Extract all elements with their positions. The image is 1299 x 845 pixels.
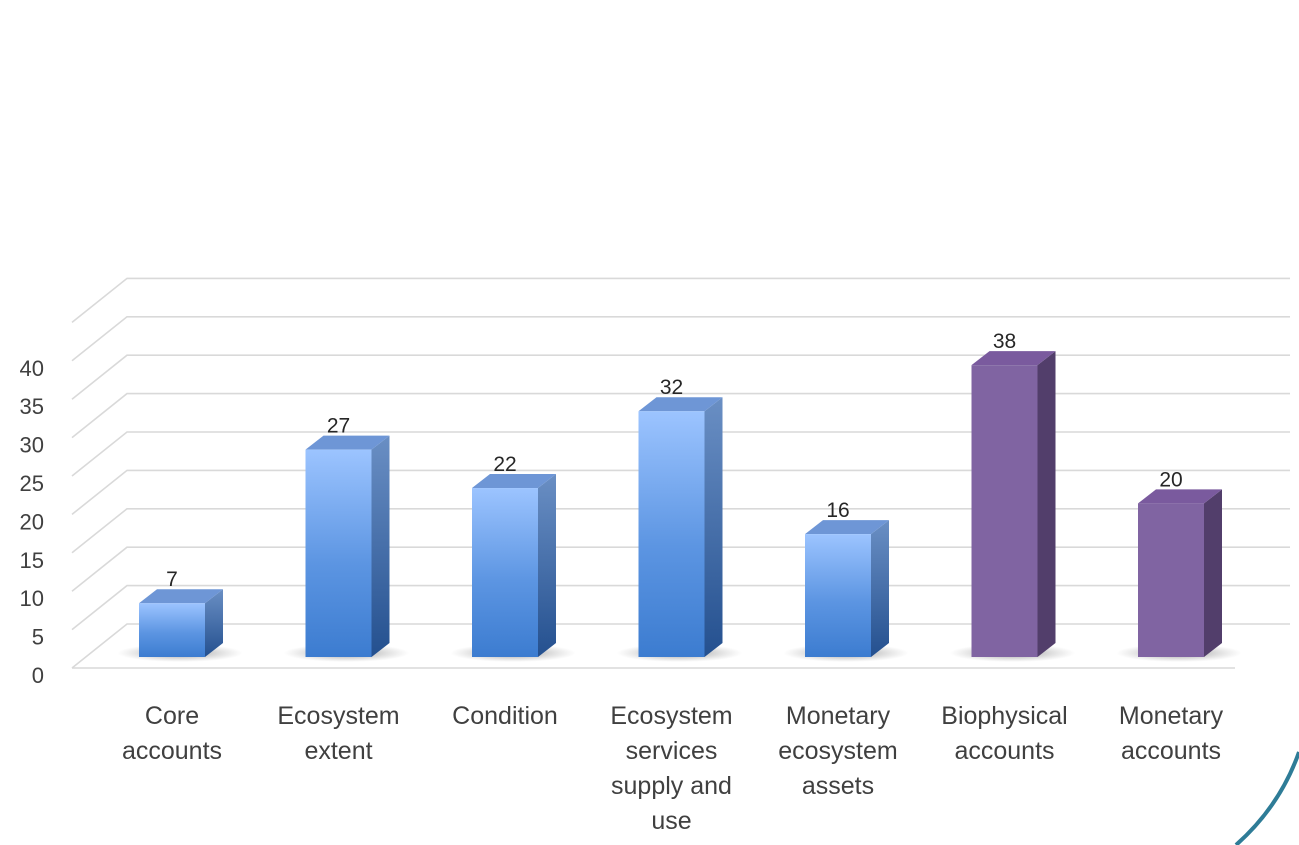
decorative-arc	[1234, 751, 1299, 845]
y-tick-label: 10	[20, 586, 44, 611]
gridline	[71, 392, 1290, 439]
bar-side	[871, 520, 889, 657]
y-tick-label: 5	[32, 625, 44, 650]
bar-side	[205, 589, 223, 657]
y-axis: 0 5 10 15 20 25 30 35 40	[20, 356, 44, 688]
floor-gridline	[71, 623, 1290, 669]
bar-front	[472, 488, 538, 657]
bar-front	[971, 365, 1038, 657]
bar-side	[538, 474, 556, 657]
bar-side	[1204, 489, 1222, 657]
bar-top	[805, 520, 889, 535]
gridline	[71, 584, 1290, 631]
bar	[283, 435, 410, 662]
gridline	[71, 508, 1290, 554]
data-label: 22	[493, 453, 516, 476]
bar	[1116, 489, 1242, 662]
bar	[783, 520, 909, 662]
y-tick-label: 30	[20, 433, 44, 458]
y-tick-label: 15	[20, 548, 44, 573]
bar	[117, 589, 243, 662]
bar-side	[371, 435, 390, 657]
category-label: Biophysical accounts	[941, 702, 1067, 765]
bar-front	[305, 449, 372, 657]
gridline	[71, 354, 1290, 400]
data-label: 27	[327, 415, 350, 438]
gridline	[71, 469, 1290, 516]
category-label: Monetary accounts	[1119, 702, 1224, 765]
bar-front	[1138, 503, 1204, 657]
category-label: Monetary ecosystem assets	[778, 702, 897, 800]
data-label: 16	[826, 499, 849, 522]
data-label: 20	[1159, 468, 1182, 491]
bar-top	[971, 351, 1056, 366]
bar	[949, 351, 1076, 662]
bar	[450, 474, 576, 662]
category-label: Condition	[452, 702, 558, 730]
category-label: Core accounts	[122, 702, 222, 765]
y-tick-label: 35	[20, 394, 44, 419]
gridline	[71, 277, 1290, 324]
gridline	[71, 431, 1290, 477]
data-label: 32	[660, 376, 683, 399]
bar-top	[139, 589, 223, 604]
bar-top	[472, 474, 556, 489]
gridline	[71, 316, 1290, 362]
bar-top	[638, 397, 723, 412]
bar-front	[638, 411, 705, 657]
data-label: 7	[166, 568, 178, 591]
data-label: 38	[993, 330, 1016, 353]
data-labels: 7 27 22 32 16 38 20	[166, 330, 1183, 591]
bars	[117, 351, 1242, 662]
category-label: Ecosystem extent	[277, 702, 399, 765]
bar-top	[1138, 489, 1222, 504]
bar-side	[704, 397, 723, 657]
y-tick-label: 25	[20, 471, 44, 496]
bar-front	[139, 603, 205, 657]
y-tick-label: 20	[20, 509, 44, 534]
bar-side	[1037, 351, 1056, 657]
bar	[616, 397, 743, 662]
x-axis: Core accounts Ecosystem extent Condition Ecos…	[122, 702, 1224, 835]
bar-top	[305, 435, 390, 450]
y-tick-label: 0	[32, 663, 44, 688]
gridlines	[71, 277, 1290, 669]
gridline	[71, 546, 1290, 592]
bar-front	[805, 534, 871, 657]
category-label: Ecosystem services supply and use	[610, 702, 732, 835]
y-tick-label: 40	[20, 356, 44, 381]
